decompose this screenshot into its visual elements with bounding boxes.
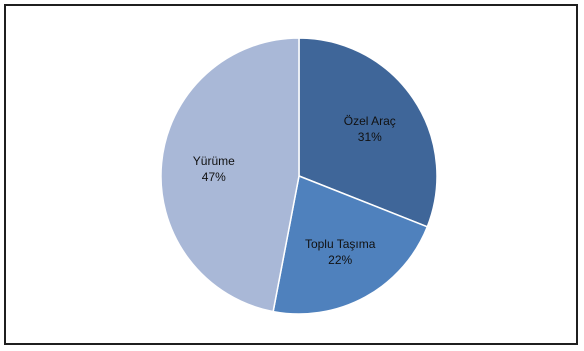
slice-category-label-1: Özel Araç	[344, 114, 396, 128]
pie-labels: Özel Araç 31% Toplu Taşıma 22% Yürüme 47%	[193, 114, 396, 267]
slice-percent-label-2: 22%	[328, 253, 352, 267]
pie-slice-2	[272, 174, 429, 315]
pie-slice-3	[160, 37, 300, 313]
pie-slice-1	[298, 37, 438, 228]
slice-category-label-3: Yürüme	[193, 154, 235, 168]
slice-percent-label-3: 47%	[202, 170, 226, 184]
pie-slices	[160, 37, 438, 315]
slice-percent-label-1: 31%	[358, 130, 382, 144]
slice-category-label-2: Toplu Taşıma	[305, 237, 376, 251]
